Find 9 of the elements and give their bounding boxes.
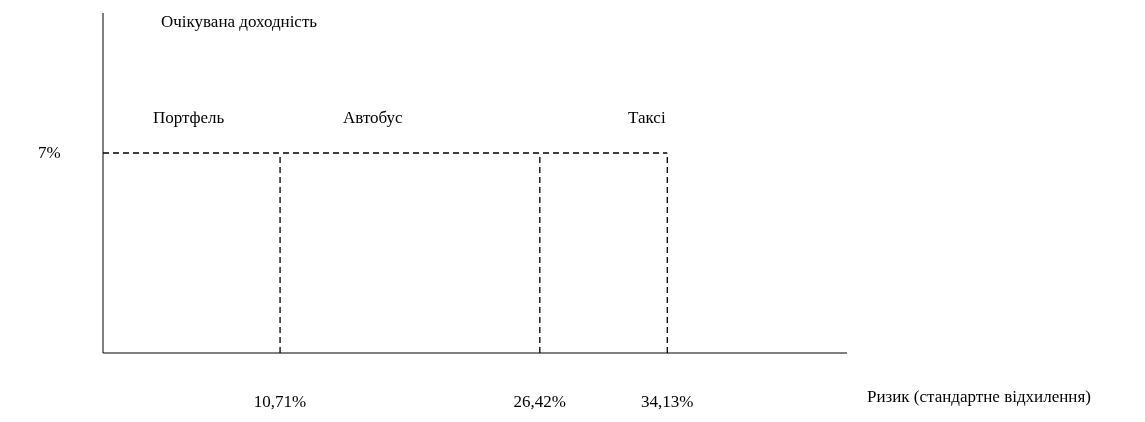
x-tick-label: 26,42%	[513, 392, 567, 412]
x-axis-title: Ризик (стандартне відхилення)	[867, 387, 1091, 406]
text: Автобус	[343, 108, 403, 128]
text: 7%	[38, 143, 61, 163]
x-tick-label: 34,13%	[641, 392, 694, 412]
text: Таксі	[628, 108, 666, 128]
text: Портфель	[153, 108, 225, 128]
x-tick-label: 10,71%	[253, 392, 307, 412]
text: Очікувана доходність	[161, 12, 318, 32]
